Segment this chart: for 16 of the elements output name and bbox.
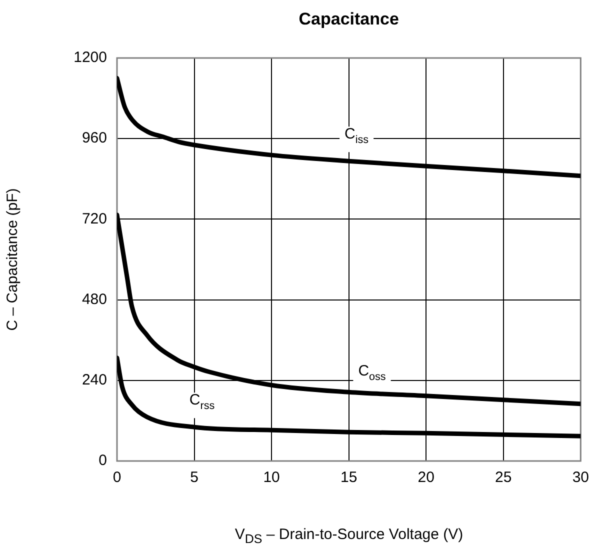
y-tick-label: 720 <box>82 210 107 228</box>
x-tick-label: 30 <box>572 469 589 486</box>
y-tick-label: 1200 <box>74 49 107 66</box>
y-tick-label: 240 <box>82 372 107 389</box>
x-tick-label: 25 <box>495 469 512 486</box>
x-tick-label: 0 <box>112 469 122 486</box>
x-tick-label: 5 <box>190 469 198 486</box>
y-tick-label: 480 <box>82 290 107 308</box>
x-tick-label: 10 <box>263 469 280 486</box>
x-tick-label: 20 <box>418 469 434 486</box>
chart-title: Capacitance <box>298 10 399 29</box>
x-axis-title: V$_{DS}$ – Drain-to-Source Voltage (V) <box>234 526 464 546</box>
x-tick-label: 15 <box>340 469 358 486</box>
y-axis-title: C – Capacitance (pF) <box>4 188 22 331</box>
y-tick-label: 0 <box>98 452 107 470</box>
y-tick-label: 960 <box>82 130 107 147</box>
